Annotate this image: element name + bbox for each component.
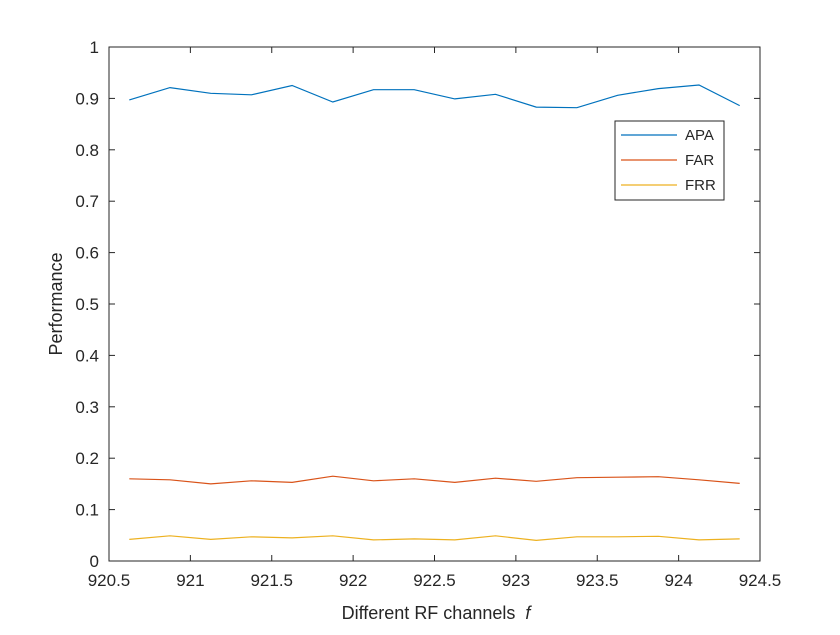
series-line-apa bbox=[129, 84, 740, 109]
x-tick-label: 923.5 bbox=[576, 571, 619, 590]
legend-label-frr: FRR bbox=[685, 177, 716, 194]
x-axis-title-text: Different RF channels bbox=[342, 603, 516, 623]
y-tick-label: 0.3 bbox=[75, 398, 99, 417]
y-tick-label: 0.9 bbox=[75, 89, 99, 108]
y-tick-label: 0.2 bbox=[75, 449, 99, 468]
x-tick-label: 923 bbox=[502, 571, 530, 590]
y-tick-label: 0.5 bbox=[75, 295, 99, 314]
legend-label-far: FAR bbox=[685, 152, 714, 169]
x-axis-title: Different RF channels f bbox=[342, 603, 533, 623]
x-tick-label: 922 bbox=[339, 571, 367, 590]
axes-layer: 920.5 921 921.5 922 922.5 923 923.5 924 924.5 0 0.… bbox=[75, 38, 781, 590]
y-tick-label: 0.8 bbox=[75, 141, 99, 160]
x-tick-label: 920.5 bbox=[88, 571, 131, 590]
series-layer bbox=[129, 84, 740, 542]
legend-label-apa: APA bbox=[685, 127, 714, 144]
x-tick-label: 921 bbox=[176, 571, 204, 590]
y-tick-label: 0 bbox=[90, 552, 99, 571]
x-tick-label: 924 bbox=[664, 571, 692, 590]
x-axis-symbol: f bbox=[525, 603, 532, 623]
legend: APA FAR FRR bbox=[614, 120, 725, 201]
y-tick-label: 0.6 bbox=[75, 244, 99, 263]
series-line-far bbox=[129, 475, 740, 485]
series-line-frr bbox=[129, 535, 740, 542]
y-tick-label: 0.4 bbox=[75, 346, 99, 365]
y-tick-label: 0.7 bbox=[75, 192, 99, 211]
y-tick-label: 1 bbox=[90, 38, 99, 57]
y-tick-label: 0.1 bbox=[75, 501, 99, 520]
x-tick-label: 921.5 bbox=[250, 571, 293, 590]
y-axis-title: Performance bbox=[46, 252, 66, 355]
x-tick-label: 924.5 bbox=[739, 571, 782, 590]
x-tick-label: 922.5 bbox=[413, 571, 456, 590]
